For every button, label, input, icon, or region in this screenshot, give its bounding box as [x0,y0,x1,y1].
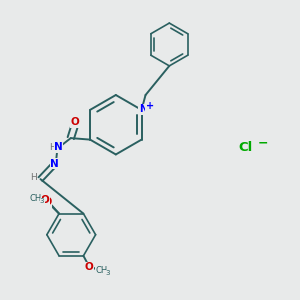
Text: 3: 3 [40,198,44,204]
Text: CH: CH [30,194,42,203]
Text: N: N [50,159,59,169]
Text: O: O [43,197,51,207]
Text: O: O [70,117,79,128]
Text: O: O [85,262,94,272]
Text: Cl: Cl [238,140,252,154]
Text: N: N [139,104,147,114]
Text: O: O [41,195,50,205]
Text: 3: 3 [105,270,110,276]
Text: methoxy: methoxy [37,197,44,199]
Text: CH: CH [95,266,107,275]
Text: N: N [54,142,63,152]
Text: H: H [50,143,56,152]
Text: H: H [30,172,37,182]
Text: −: − [258,136,268,149]
Text: +: + [146,101,154,111]
